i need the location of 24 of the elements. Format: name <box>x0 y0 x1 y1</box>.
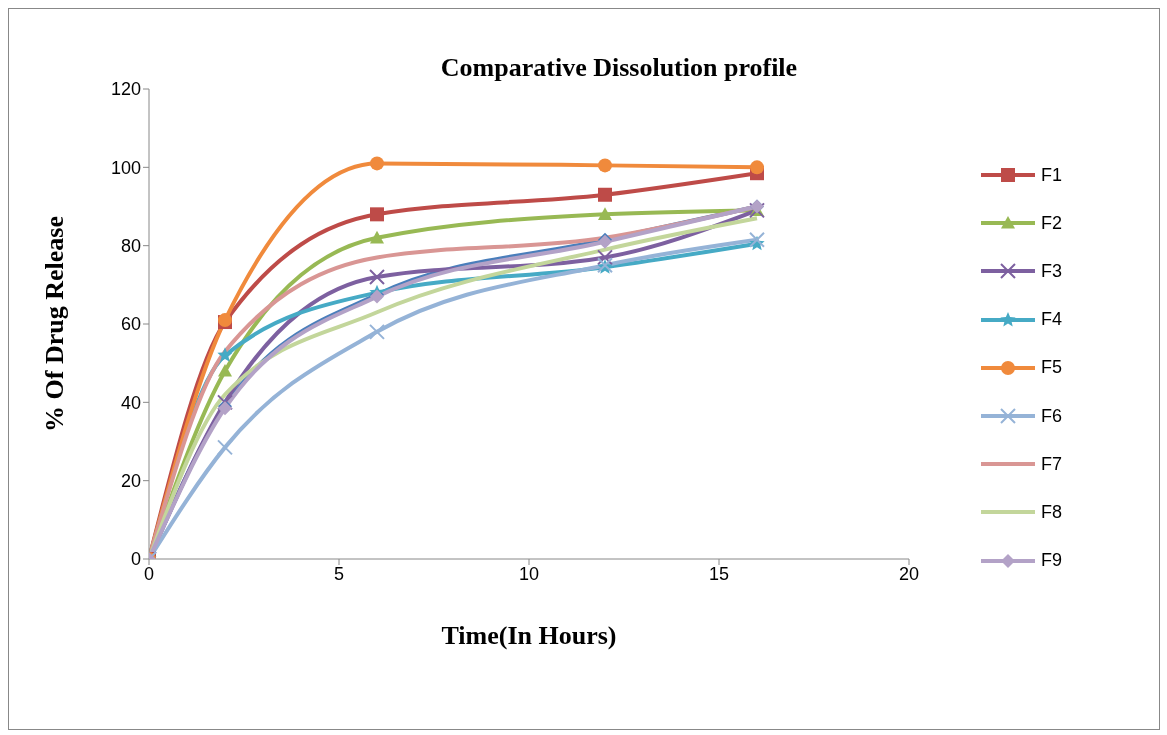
x-tick-label: 0 <box>143 563 155 584</box>
y-tick-label: 20 <box>120 471 141 492</box>
x-axis-title: Time(In Hours) <box>441 621 617 650</box>
legend-label: F4 <box>1041 309 1063 331</box>
y-tick-label: 40 <box>120 392 141 413</box>
legend-label: F3 <box>1041 260 1063 282</box>
y-tick-label: 60 <box>120 314 141 335</box>
x-tick-label: 10 <box>518 563 540 584</box>
y-tick-label: 100 <box>110 157 141 178</box>
x-tick-label: 15 <box>708 563 730 584</box>
legend-label: F6 <box>1041 405 1063 427</box>
x-tick-label: 5 <box>333 563 345 584</box>
legend-label: F2 <box>1041 212 1063 234</box>
legend-label: F9 <box>1041 550 1063 572</box>
legend-label: F7 <box>1041 453 1063 475</box>
chart-title: Comparative Dissolution profile <box>439 53 799 83</box>
legend-label: F8 <box>1041 501 1063 523</box>
y-tick-label: 80 <box>120 236 141 257</box>
x-tick-label: 20 <box>898 563 920 584</box>
legend-label: F5 <box>1041 357 1063 379</box>
y-tick-label: 120 <box>110 79 141 100</box>
y-axis-title: % Of Drug Release <box>40 216 70 432</box>
legend-label: F1 <box>1041 164 1063 186</box>
y-tick-label: 0 <box>130 549 141 570</box>
